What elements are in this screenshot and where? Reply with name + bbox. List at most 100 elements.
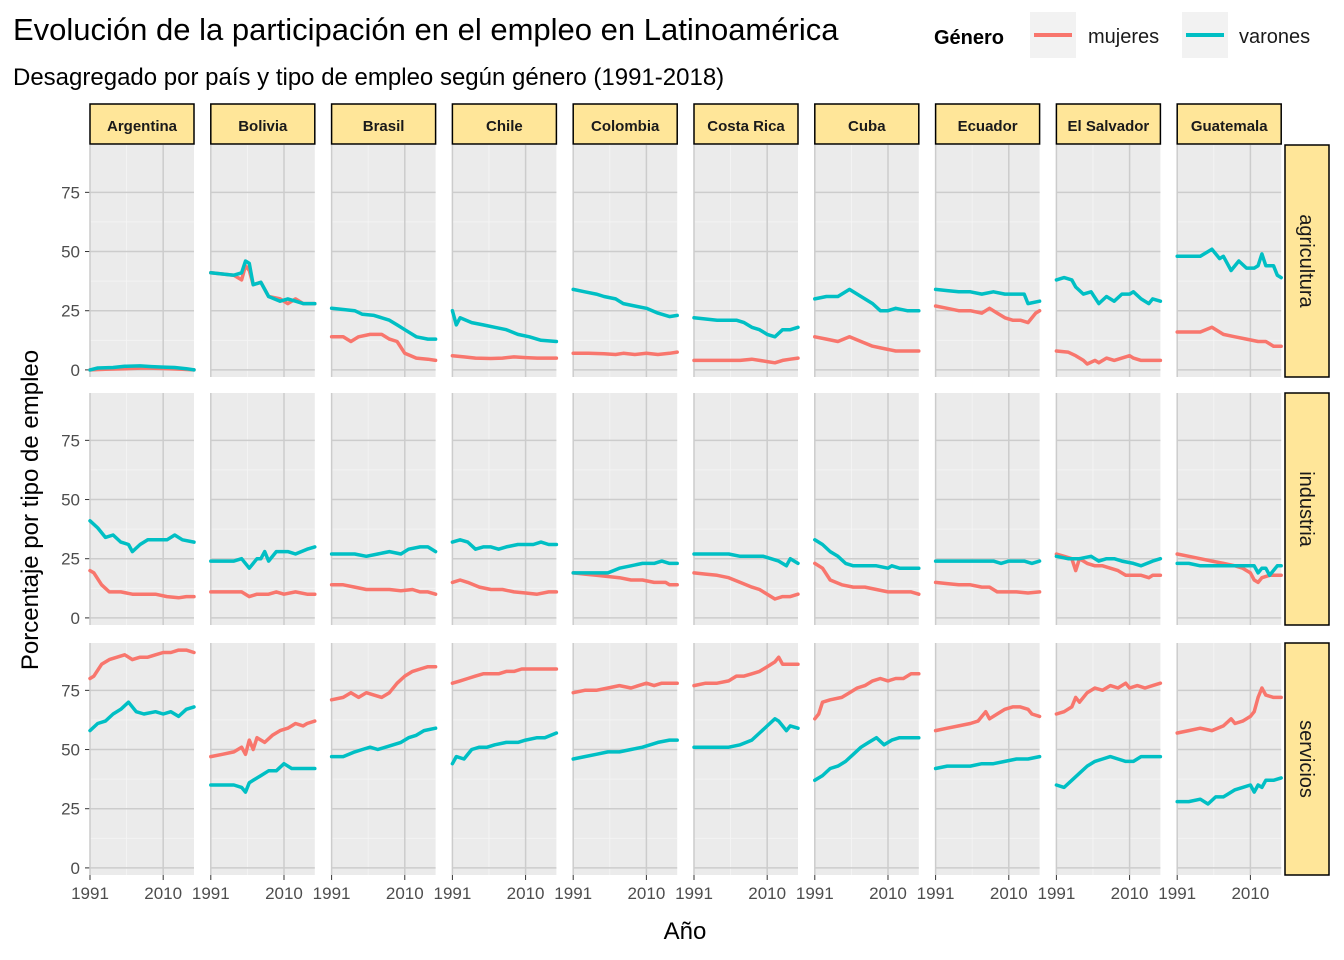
facet-strip-label-bolivia: Bolivia — [238, 118, 288, 135]
panel-servicios-brasil — [329, 643, 438, 875]
y-tick-label: 75 — [61, 681, 80, 700]
legend-title: Género — [934, 27, 1004, 49]
series-line-varones — [1175, 247, 1283, 280]
facet-strip-chile — [451, 103, 558, 145]
facet-strip-label-argentina: Argentina — [107, 118, 178, 135]
x-tick-label: 2010 — [144, 884, 182, 903]
y-tick-label: 25 — [61, 800, 80, 819]
series-line-varones — [933, 754, 1042, 771]
series-line-mujeres — [1175, 686, 1283, 735]
panel-industria-el-salvador — [1054, 393, 1163, 625]
y-tick-label: 75 — [61, 431, 80, 450]
series-line-varones — [450, 731, 559, 766]
facet-strip-colombia — [572, 103, 678, 145]
facet-strip-label-brasil: Brasil — [363, 118, 405, 135]
x-tick-label: 2010 — [869, 884, 907, 903]
facet-strip-el-salvador — [1055, 103, 1162, 145]
y-tick-label: 75 — [61, 183, 80, 202]
facet-strip-argentina — [89, 103, 195, 145]
panel-servicios-chile — [450, 643, 559, 875]
series-line-varones — [1175, 561, 1283, 578]
facet-strip-label-colombia: Colombia — [591, 118, 660, 135]
series-line-mujeres — [450, 578, 559, 596]
facet-strip-agricultura — [1284, 144, 1330, 378]
panel-background — [452, 145, 557, 377]
x-tick-label: 1991 — [796, 884, 834, 903]
panel-background — [210, 643, 315, 875]
panel-background — [814, 643, 919, 875]
x-tick-label: 2010 — [627, 884, 665, 903]
panel-background — [935, 145, 1040, 377]
panel-agricultura-chile — [450, 145, 559, 377]
panel-agricultura-cuba — [813, 145, 921, 377]
x-tick-label: 1991 — [917, 884, 955, 903]
series-line-mujeres — [933, 705, 1042, 733]
series-line-varones — [571, 738, 679, 761]
panel-background — [1177, 643, 1282, 875]
y-tick-label: 0 — [71, 859, 80, 878]
series-line-mujeres — [450, 667, 559, 685]
series-line-mujeres — [329, 332, 438, 363]
facet-strip-label-servicios: servicios — [1295, 720, 1317, 798]
series-line-mujeres — [692, 655, 800, 688]
series-line-mujeres — [933, 580, 1042, 595]
panel-industria-chile — [450, 393, 559, 625]
panel-industria-ecuador — [933, 393, 1042, 625]
panel-background — [1056, 145, 1161, 377]
panel-background — [452, 643, 557, 875]
series-line-mujeres — [88, 568, 196, 600]
panel-background — [331, 145, 436, 377]
panel-background — [210, 393, 315, 625]
panel-background — [90, 643, 194, 875]
series-line-varones — [813, 287, 921, 313]
series-line-varones — [571, 559, 679, 575]
x-tick-label: 2010 — [748, 884, 786, 903]
x-tick-label: 2010 — [265, 884, 303, 903]
series-line-varones — [1175, 776, 1283, 806]
series-line-varones — [88, 364, 196, 372]
series-line-varones — [329, 726, 438, 759]
facet-strip-guatemala — [1176, 103, 1282, 145]
series-line-mujeres — [692, 571, 800, 601]
panel-servicios-costa-rica — [692, 643, 800, 875]
facet-strip-label-el-salvador: El Salvador — [1068, 118, 1150, 135]
panel-background — [573, 145, 678, 377]
y-tick-label: 0 — [71, 609, 80, 628]
panel-industria-argentina — [88, 393, 196, 625]
x-tick-label: 1991 — [192, 884, 230, 903]
panel-agricultura-costa-rica — [692, 145, 800, 377]
panel-industria-guatemala — [1175, 393, 1283, 625]
chart-title: Evolución de la participación en el empl… — [13, 12, 839, 47]
panel-agricultura-ecuador — [933, 145, 1042, 377]
x-axis-label: Año — [664, 918, 707, 945]
legend: Género mujeres varones — [934, 12, 1310, 58]
panel-agricultura-colombia — [571, 145, 679, 377]
y-tick-label: 25 — [61, 302, 80, 321]
panel-background — [573, 643, 678, 875]
facet-grid: Argentina Bolivia Brasil Chile Colombia Costa… — [61, 103, 1330, 903]
chart-subtitle: Desagregado por país y tipo de empleo se… — [13, 64, 724, 91]
series-line-varones — [1054, 554, 1163, 568]
series-line-varones — [329, 545, 438, 559]
y-tick-label: 25 — [61, 550, 80, 569]
series-line-varones — [1054, 275, 1163, 306]
x-tick-label: 1991 — [1158, 884, 1196, 903]
series-line-varones — [209, 761, 317, 794]
series-line-varones — [1054, 754, 1163, 790]
x-tick-label: 2010 — [386, 884, 424, 903]
panel-background — [452, 393, 557, 625]
series-line-varones — [813, 735, 921, 783]
x-tick-label: 1991 — [313, 884, 351, 903]
series-line-mujeres — [209, 590, 317, 599]
panel-industria-bolivia — [209, 393, 317, 625]
facet-strip-ecuador — [934, 103, 1041, 145]
series-line-mujeres — [329, 583, 438, 596]
facet-strip-costa-rica — [693, 103, 799, 145]
legend-label-mujeres: mujeres — [1088, 26, 1159, 48]
panel-agricultura-guatemala — [1175, 145, 1283, 377]
series-line-varones — [329, 306, 438, 341]
series-line-varones — [933, 287, 1042, 306]
series-line-mujeres — [1054, 681, 1163, 716]
series-line-mujeres — [571, 571, 679, 587]
panel-background — [331, 643, 436, 875]
